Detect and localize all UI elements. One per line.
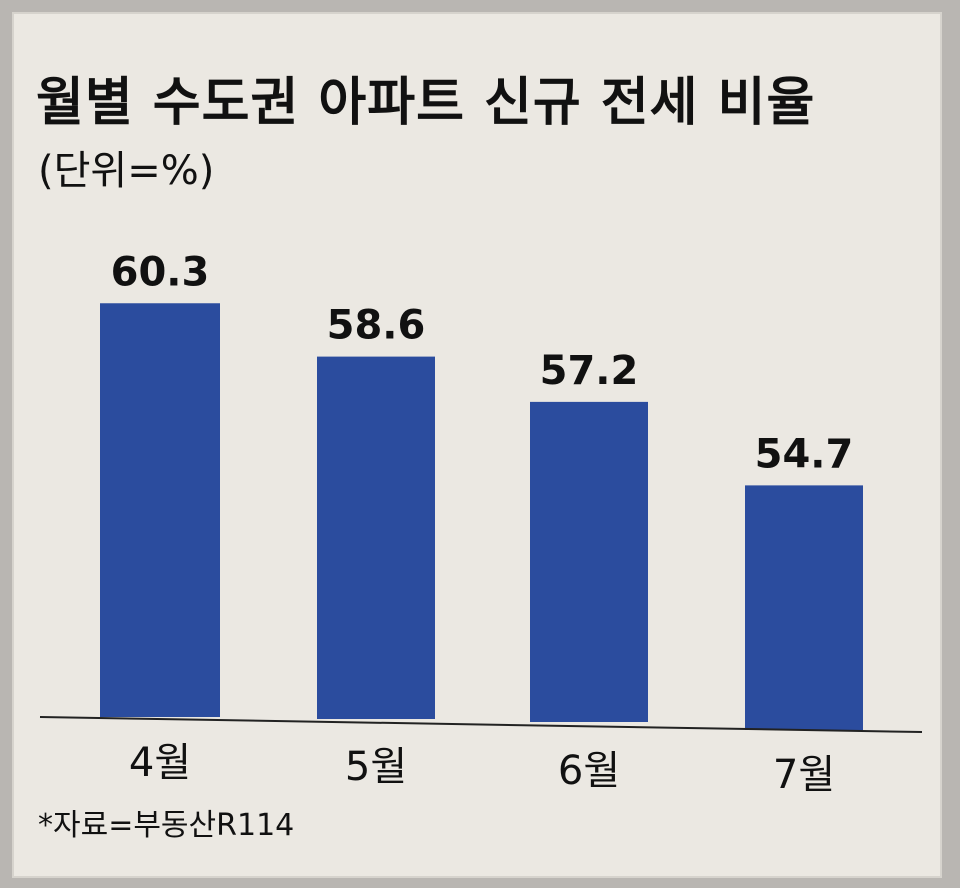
value-label-3: 57.2 — [540, 348, 639, 394]
value-labels-group: 60.3 58.6 57.2 54.7 — [111, 249, 854, 477]
x-tick-label-2: 5월 — [345, 744, 407, 790]
value-label-1: 60.3 — [111, 249, 210, 295]
bar-4 — [745, 485, 863, 730]
bar-3 — [530, 401, 648, 722]
source-note: *자료=부동산R114 — [38, 808, 295, 843]
unit-label: (단위=%) — [38, 148, 215, 194]
bars-group — [100, 303, 863, 730]
x-axis-line — [39, 716, 923, 733]
chart-title: 월별 수도권 아파트 신규 전세 비율 — [36, 73, 816, 133]
bar-2 — [317, 356, 435, 719]
tick-labels-group: 4월 5월 6월 7월 — [129, 740, 835, 798]
value-label-4: 54.7 — [755, 431, 854, 477]
x-tick-label-3: 6월 — [558, 748, 620, 794]
bar-1 — [100, 303, 220, 717]
x-tick-label-4: 7월 — [773, 752, 835, 798]
value-label-2: 58.6 — [327, 303, 426, 349]
x-tick-label-1: 4월 — [129, 740, 191, 786]
